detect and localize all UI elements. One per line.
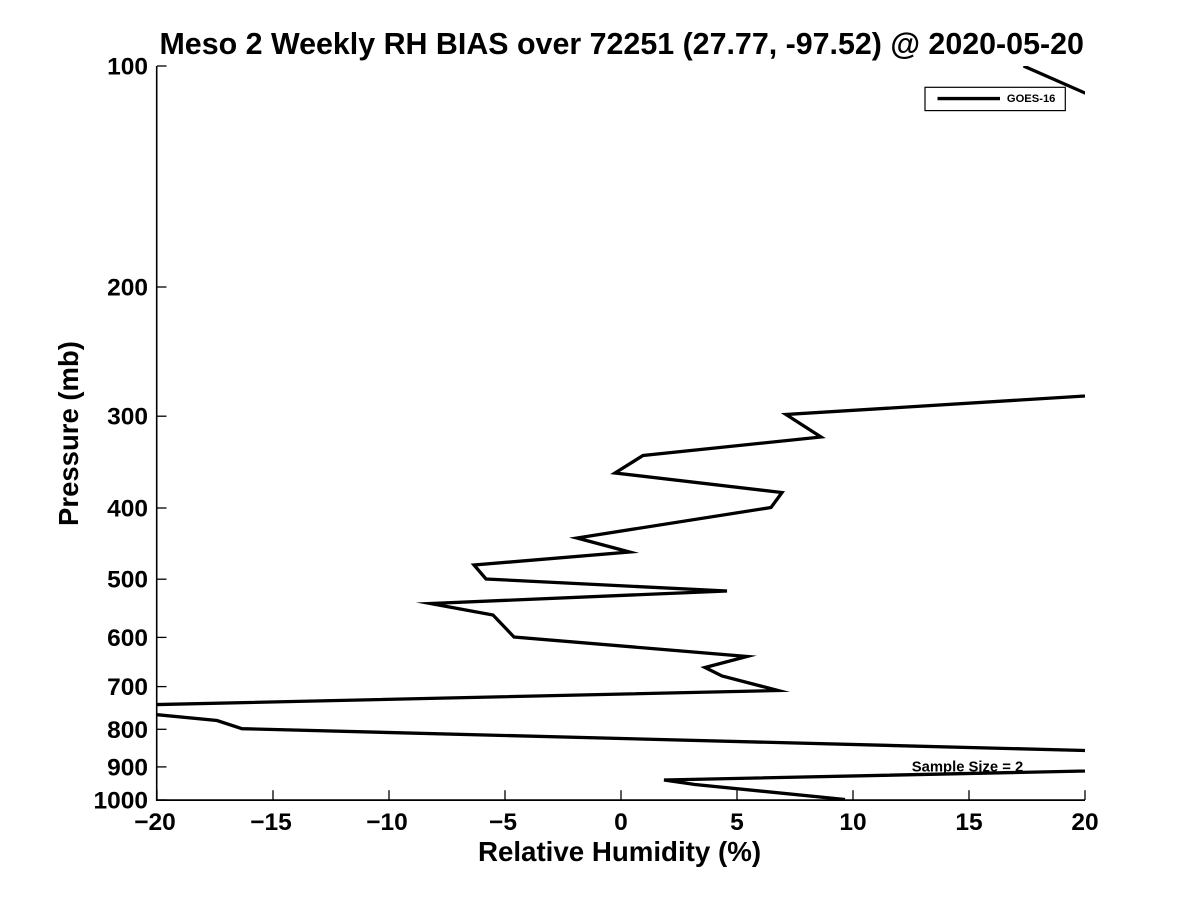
svg-text:15: 15 — [955, 809, 982, 836]
svg-text:700: 700 — [107, 674, 148, 701]
svg-text:1000: 1000 — [93, 788, 148, 815]
svg-text:200: 200 — [107, 274, 148, 301]
svg-text:600: 600 — [107, 625, 148, 652]
svg-text:900: 900 — [107, 754, 148, 781]
svg-text:Meso 2 Weekly RH BIAS over 722: Meso 2 Weekly RH BIAS over 72251 (27.77,… — [159, 27, 1083, 61]
svg-text:0: 0 — [614, 809, 628, 836]
svg-text:100: 100 — [107, 54, 148, 81]
svg-text:Sample Size = 2: Sample Size = 2 — [912, 759, 1023, 775]
svg-text:−10: −10 — [366, 809, 408, 836]
svg-text:Relative Humidity (%): Relative Humidity (%) — [478, 836, 761, 867]
svg-text:20: 20 — [1071, 809, 1098, 836]
svg-text:300: 300 — [107, 404, 148, 431]
svg-text:5: 5 — [730, 809, 744, 836]
svg-text:400: 400 — [107, 496, 148, 523]
svg-text:−20: −20 — [134, 809, 176, 836]
svg-text:Pressure (mb): Pressure (mb) — [53, 341, 84, 526]
svg-text:GOES-16: GOES-16 — [1007, 93, 1056, 105]
svg-text:−5: −5 — [489, 809, 517, 836]
svg-text:800: 800 — [107, 717, 148, 744]
svg-text:500: 500 — [107, 567, 148, 594]
svg-text:10: 10 — [839, 809, 866, 836]
svg-text:−15: −15 — [250, 809, 292, 836]
